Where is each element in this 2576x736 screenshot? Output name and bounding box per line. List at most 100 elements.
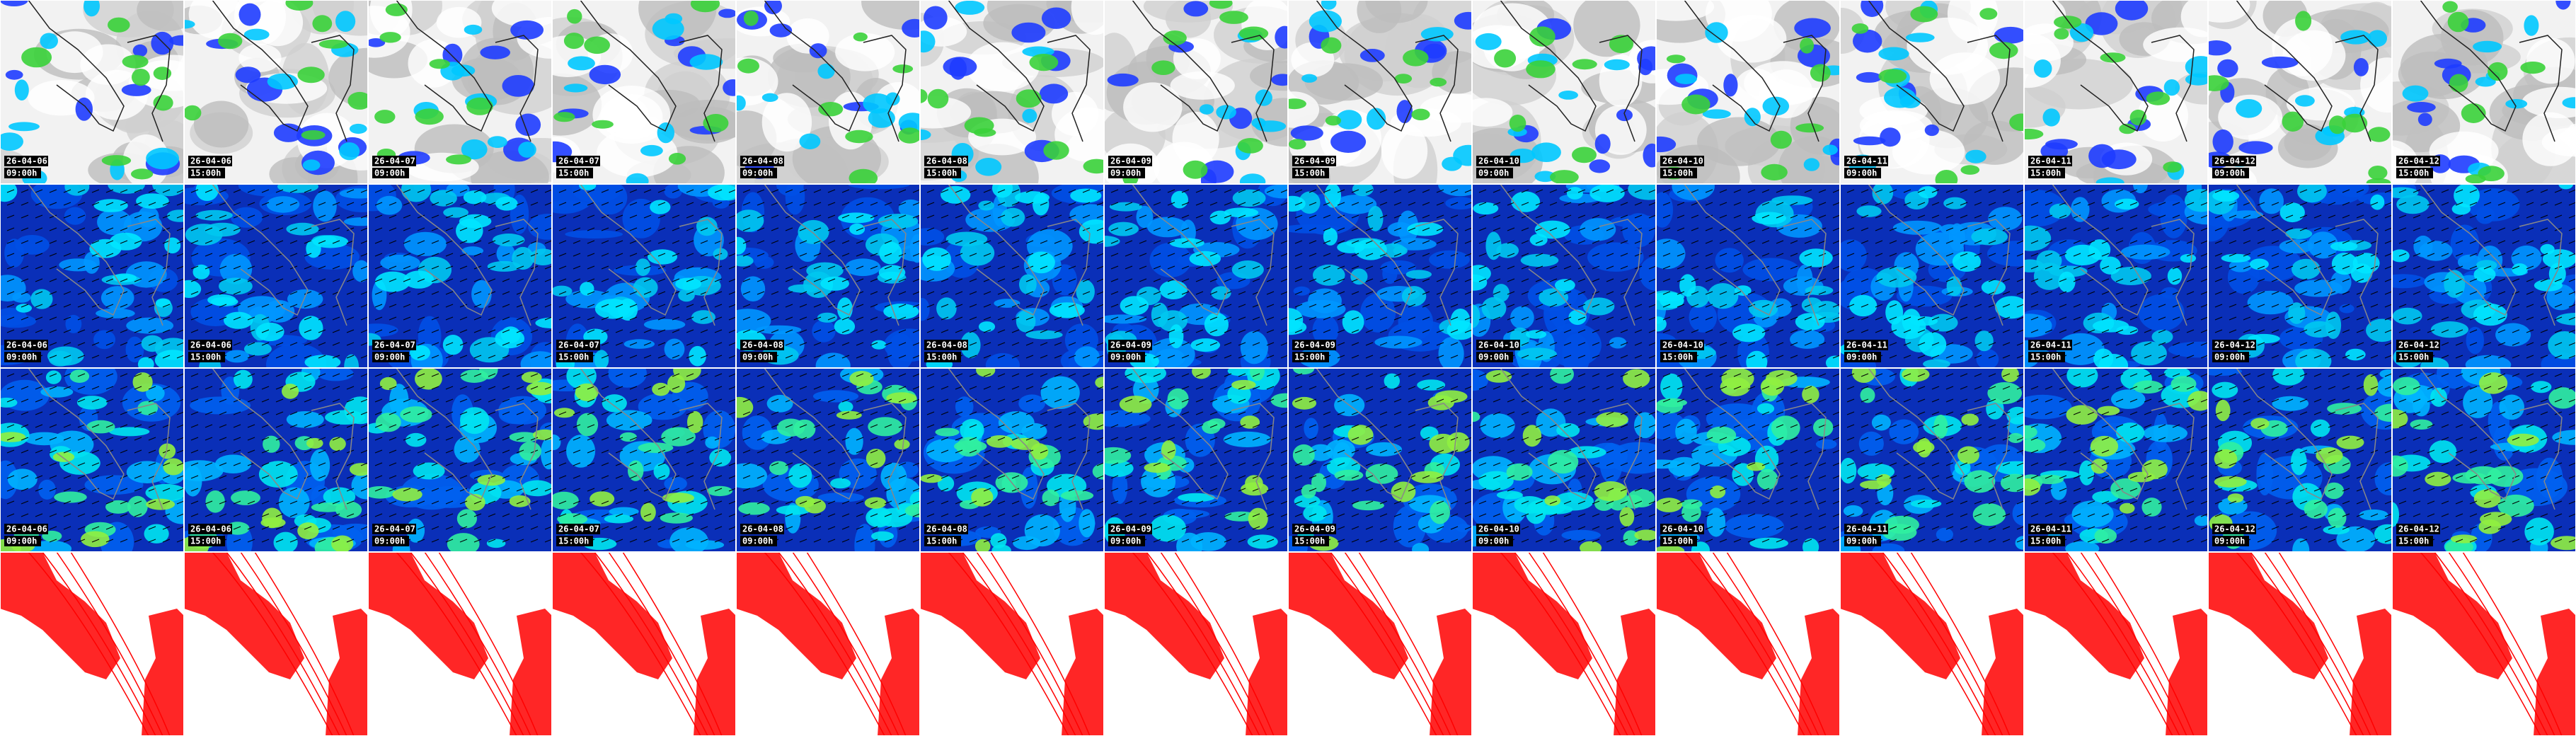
weather-blob: [960, 240, 995, 266]
wind-barb: [1719, 189, 1727, 193]
wind-barb: [2158, 329, 2166, 333]
wind-barb: [2129, 189, 2138, 193]
wind-barb: [2441, 189, 2449, 193]
wind-barb: [1606, 355, 1614, 359]
wind-barb: [2115, 304, 2124, 308]
wind-barb: [374, 227, 383, 231]
wind-barb: [2313, 202, 2322, 206]
wind-barb: [856, 278, 864, 282]
wind-barb: [1379, 202, 1388, 206]
wind-barb: [1309, 291, 1317, 295]
wind-barb: [403, 316, 411, 321]
wind-barb: [2059, 214, 2067, 219]
wind-barb: [1945, 253, 1954, 257]
wind-barb: [544, 411, 552, 415]
weather-blob: [1336, 110, 1362, 130]
label-box: [1476, 168, 1513, 178]
wind-barb: [969, 253, 977, 257]
wind-barb: [757, 240, 765, 244]
wind-barb: [162, 437, 171, 441]
wind-barb: [445, 539, 454, 543]
wind-barb: [2285, 329, 2294, 333]
weather-blob: [849, 168, 878, 184]
weather-blob: [1987, 241, 2024, 267]
wind-barb: [1337, 214, 1345, 219]
weather-blob: [349, 123, 367, 134]
weather-blob: [1878, 69, 1907, 84]
wind-barb: [346, 386, 355, 390]
wind-barb: [983, 291, 991, 295]
wind-barb: [1705, 214, 1713, 219]
wind-barb: [969, 329, 977, 333]
weather-blob: [2558, 184, 2574, 190]
wind-barb: [841, 278, 850, 282]
wind-barb: [473, 475, 482, 479]
weather-blob: [1382, 263, 1398, 284]
wind-barb: [2101, 304, 2110, 308]
wind-barb: [2384, 202, 2392, 206]
wind-barb: [2356, 278, 2364, 282]
wind-barb: [728, 398, 736, 403]
weather-blob: [552, 491, 579, 510]
weather-blob: [487, 260, 521, 272]
wind-barb: [49, 316, 57, 321]
wind-barb: [346, 488, 355, 492]
wind-barb: [1167, 355, 1175, 359]
wind-barb: [403, 253, 411, 257]
wind-barb: [389, 240, 397, 244]
wind-barb: [1577, 291, 1586, 295]
weather-blob: [375, 271, 410, 292]
weather-blob: [2330, 241, 2358, 251]
weather-blob: [238, 3, 261, 26]
wind-barb: [21, 240, 29, 244]
weather-blob: [1216, 105, 1236, 120]
wind-barb: [389, 202, 397, 206]
wind-barb: [134, 316, 142, 321]
wind-barb: [1252, 189, 1260, 193]
weather-blob: [1810, 64, 1831, 82]
weather-blob: [339, 188, 368, 199]
wind-barb: [2144, 202, 2152, 206]
wind-barb: [148, 424, 156, 428]
weather-blob: [461, 139, 488, 160]
wind-barb: [304, 373, 312, 377]
wind-barb: [2526, 329, 2534, 333]
wind-barb: [1082, 202, 1091, 206]
wind-barb: [573, 373, 581, 377]
wind-barb: [1889, 253, 1897, 257]
wind-barb: [1606, 304, 1614, 308]
weather-blob: [112, 273, 137, 282]
wind-barb: [813, 291, 822, 295]
wind-barb: [2144, 278, 2152, 282]
wind-barb: [162, 526, 171, 530]
wind-barb: [587, 278, 595, 282]
wind-barb: [1535, 342, 1543, 346]
label-box: [740, 352, 777, 362]
weather-blob: [1350, 268, 1368, 285]
wind-barb: [105, 240, 114, 244]
wind-barb: [1960, 278, 1968, 282]
weather-blob: [521, 372, 542, 384]
wind-barb: [700, 253, 708, 257]
wind-barb: [2214, 202, 2223, 206]
wind-barb: [1125, 304, 1133, 308]
wind-barb: [757, 227, 765, 231]
wind-barb: [77, 513, 86, 517]
wind-barb: [473, 373, 482, 377]
wind-barb: [2243, 265, 2251, 270]
wind-barb: [431, 189, 439, 193]
wind-barb: [247, 291, 255, 295]
wind-barb: [530, 386, 539, 390]
weather-blob: [282, 384, 299, 399]
wind-barb: [389, 373, 397, 377]
weather-blob: [2495, 323, 2531, 347]
weather-blob: [1752, 212, 1786, 225]
wind-barb: [1634, 253, 1643, 257]
wind-barb: [1691, 316, 1699, 321]
wind-barb: [360, 189, 368, 193]
wind-barb: [530, 373, 539, 377]
wind-barb: [389, 424, 397, 428]
wind-barb: [771, 316, 779, 321]
wind-barb: [2299, 278, 2308, 282]
